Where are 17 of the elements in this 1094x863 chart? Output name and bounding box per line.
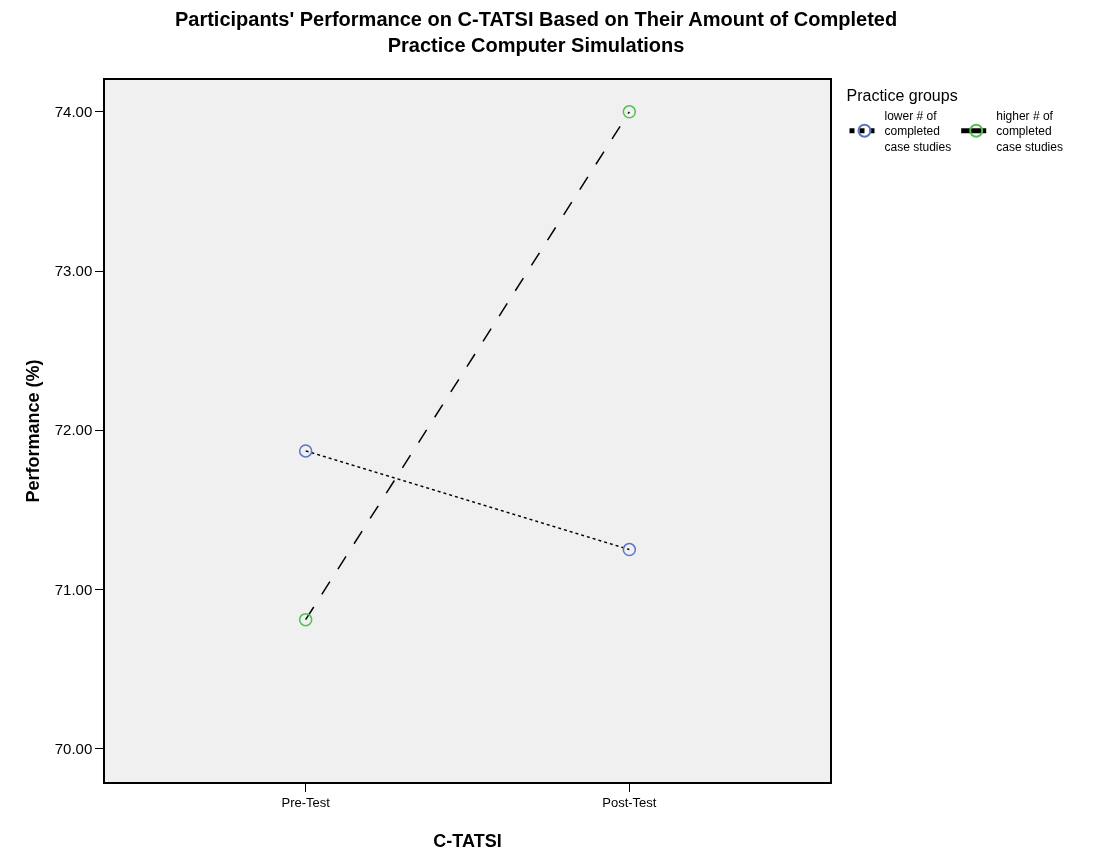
point (622, 105, 637, 119)
y-tick-label: 73.00 (54, 262, 93, 280)
legend-title: Practice groups (846, 86, 958, 104)
y-tick-label: 74.00 (54, 103, 93, 121)
x-axis-title: C-TATSI (433, 830, 502, 851)
y-tick-label: 71.00 (54, 580, 93, 598)
legend-label: higher # of completed case studies (996, 108, 1063, 154)
y-tick-label: 70.00 (54, 739, 93, 757)
point (622, 542, 637, 557)
x-tick-label: Pre-Test (281, 795, 331, 811)
y-axis-title: Performance (%) (23, 359, 44, 503)
point (298, 612, 313, 627)
x-tick-label: Post-Test (602, 795, 657, 811)
point (298, 444, 313, 458)
legend-label: lower # of completed case studies (884, 108, 952, 154)
chart-title: Participants' Performance on C-TATSI Based on Their Amount of Completed Practice Computer Simulations (174, 7, 898, 56)
y-tick-label: 72.00 (54, 421, 93, 439)
